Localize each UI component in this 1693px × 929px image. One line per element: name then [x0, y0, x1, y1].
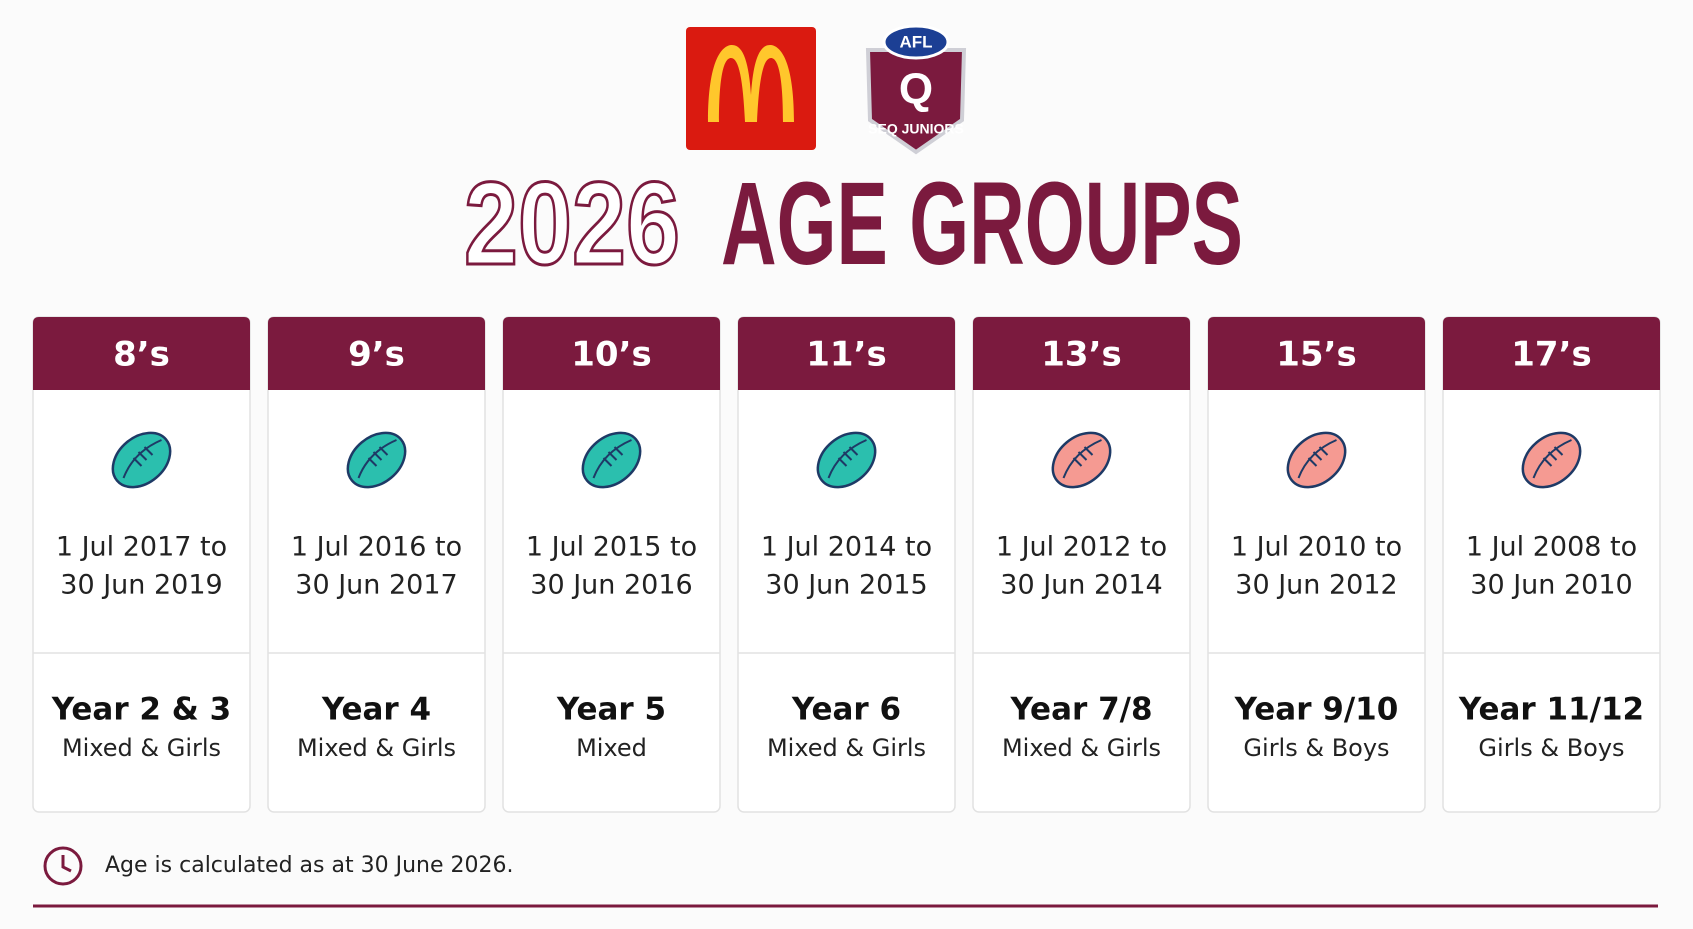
- date-to: 30 Jun 2019: [60, 570, 222, 601]
- card-header: [1208, 317, 1425, 390]
- school-year: Year 4: [321, 692, 431, 728]
- football-stitch: [1072, 446, 1094, 467]
- card-header: [973, 317, 1190, 390]
- school-year: Year 6: [791, 692, 901, 728]
- group: Mixed & Girls: [767, 734, 926, 762]
- football-seam: [827, 439, 867, 479]
- group: Mixed: [576, 734, 647, 762]
- afl-text: AFL: [899, 32, 932, 51]
- football: [1051, 431, 1112, 489]
- football-stitch: [602, 446, 624, 467]
- football-seam: [1062, 439, 1102, 479]
- date-from: 1 Jul 2008 to: [1466, 532, 1637, 563]
- date-to: 30 Jun 2016: [530, 570, 692, 601]
- school-year: Year 2 & 3: [51, 692, 231, 728]
- mcdonalds-logo: [686, 27, 816, 150]
- group: Mixed & Girls: [62, 734, 221, 762]
- card-label: 15’s: [1276, 335, 1356, 375]
- clock-hands: [61, 855, 72, 873]
- group: Girls & Boys: [1243, 734, 1389, 762]
- date-to: 30 Jun 2010: [1470, 570, 1632, 601]
- football-seam: [1297, 439, 1337, 479]
- title: AGE GROUPS: [721, 158, 1243, 290]
- football-stitch: [367, 446, 389, 467]
- football-stitch: [837, 446, 859, 467]
- card-header: [503, 317, 720, 390]
- card-label: 8’s: [113, 335, 170, 375]
- card-label: 10’s: [571, 335, 651, 375]
- title-year: 2026: [464, 158, 680, 290]
- football-seam: [357, 439, 397, 479]
- football: [1521, 431, 1582, 489]
- footnote: Age is calculated as at 30 June 2026.: [105, 853, 513, 878]
- clock-icon: [43, 846, 83, 886]
- date-from: 1 Jul 2010 to: [1231, 532, 1402, 563]
- football-stitch: [1307, 446, 1329, 467]
- card-label: 13’s: [1041, 335, 1121, 375]
- school-year: Year 11/12: [1458, 692, 1644, 728]
- q-text: Q: [899, 65, 933, 114]
- date-from: 1 Jul 2016 to: [291, 532, 462, 563]
- football: [111, 431, 172, 489]
- school-year: Year 5: [556, 692, 666, 728]
- group: Girls & Boys: [1478, 734, 1624, 762]
- card-label: 11’s: [806, 335, 886, 375]
- football-seam: [592, 439, 632, 479]
- date-to: 30 Jun 2014: [1000, 570, 1162, 601]
- football-stitch: [132, 446, 154, 467]
- card-header: [268, 317, 485, 390]
- afl-logo: AFL Q SEQ JUNIORS: [865, 24, 967, 155]
- school-year: Year 9/10: [1234, 692, 1399, 728]
- football: [581, 431, 642, 489]
- cards: 8’s 1 Jul 2017 to 30 Jun 2019 Year 2 & 3 Mix…: [32, 316, 1661, 813]
- football-seam: [122, 439, 162, 479]
- date-from: 1 Jul 2012 to: [996, 532, 1167, 563]
- school-year: Year 7/8: [1009, 692, 1152, 728]
- date-to: 30 Jun 2012: [1235, 570, 1397, 601]
- date-from: 1 Jul 2014 to: [761, 532, 932, 563]
- football-seam: [1532, 439, 1572, 479]
- seq-text: SEQ JUNIORS: [868, 121, 964, 137]
- football-stitch: [1542, 446, 1564, 467]
- date-to: 30 Jun 2015: [765, 570, 927, 601]
- card-label: 9’s: [348, 335, 405, 375]
- football: [1286, 431, 1347, 489]
- date-from: 1 Jul 2017 to: [56, 532, 227, 563]
- group: Mixed & Girls: [297, 734, 456, 762]
- card-header: [1443, 317, 1660, 390]
- card-header: [738, 317, 955, 390]
- football: [816, 431, 877, 489]
- group: Mixed & Girls: [1002, 734, 1161, 762]
- date-from: 1 Jul 2015 to: [526, 532, 697, 563]
- card-header: [33, 317, 250, 390]
- date-to: 30 Jun 2017: [295, 570, 457, 601]
- football: [346, 431, 407, 489]
- card-label: 17’s: [1511, 335, 1591, 375]
